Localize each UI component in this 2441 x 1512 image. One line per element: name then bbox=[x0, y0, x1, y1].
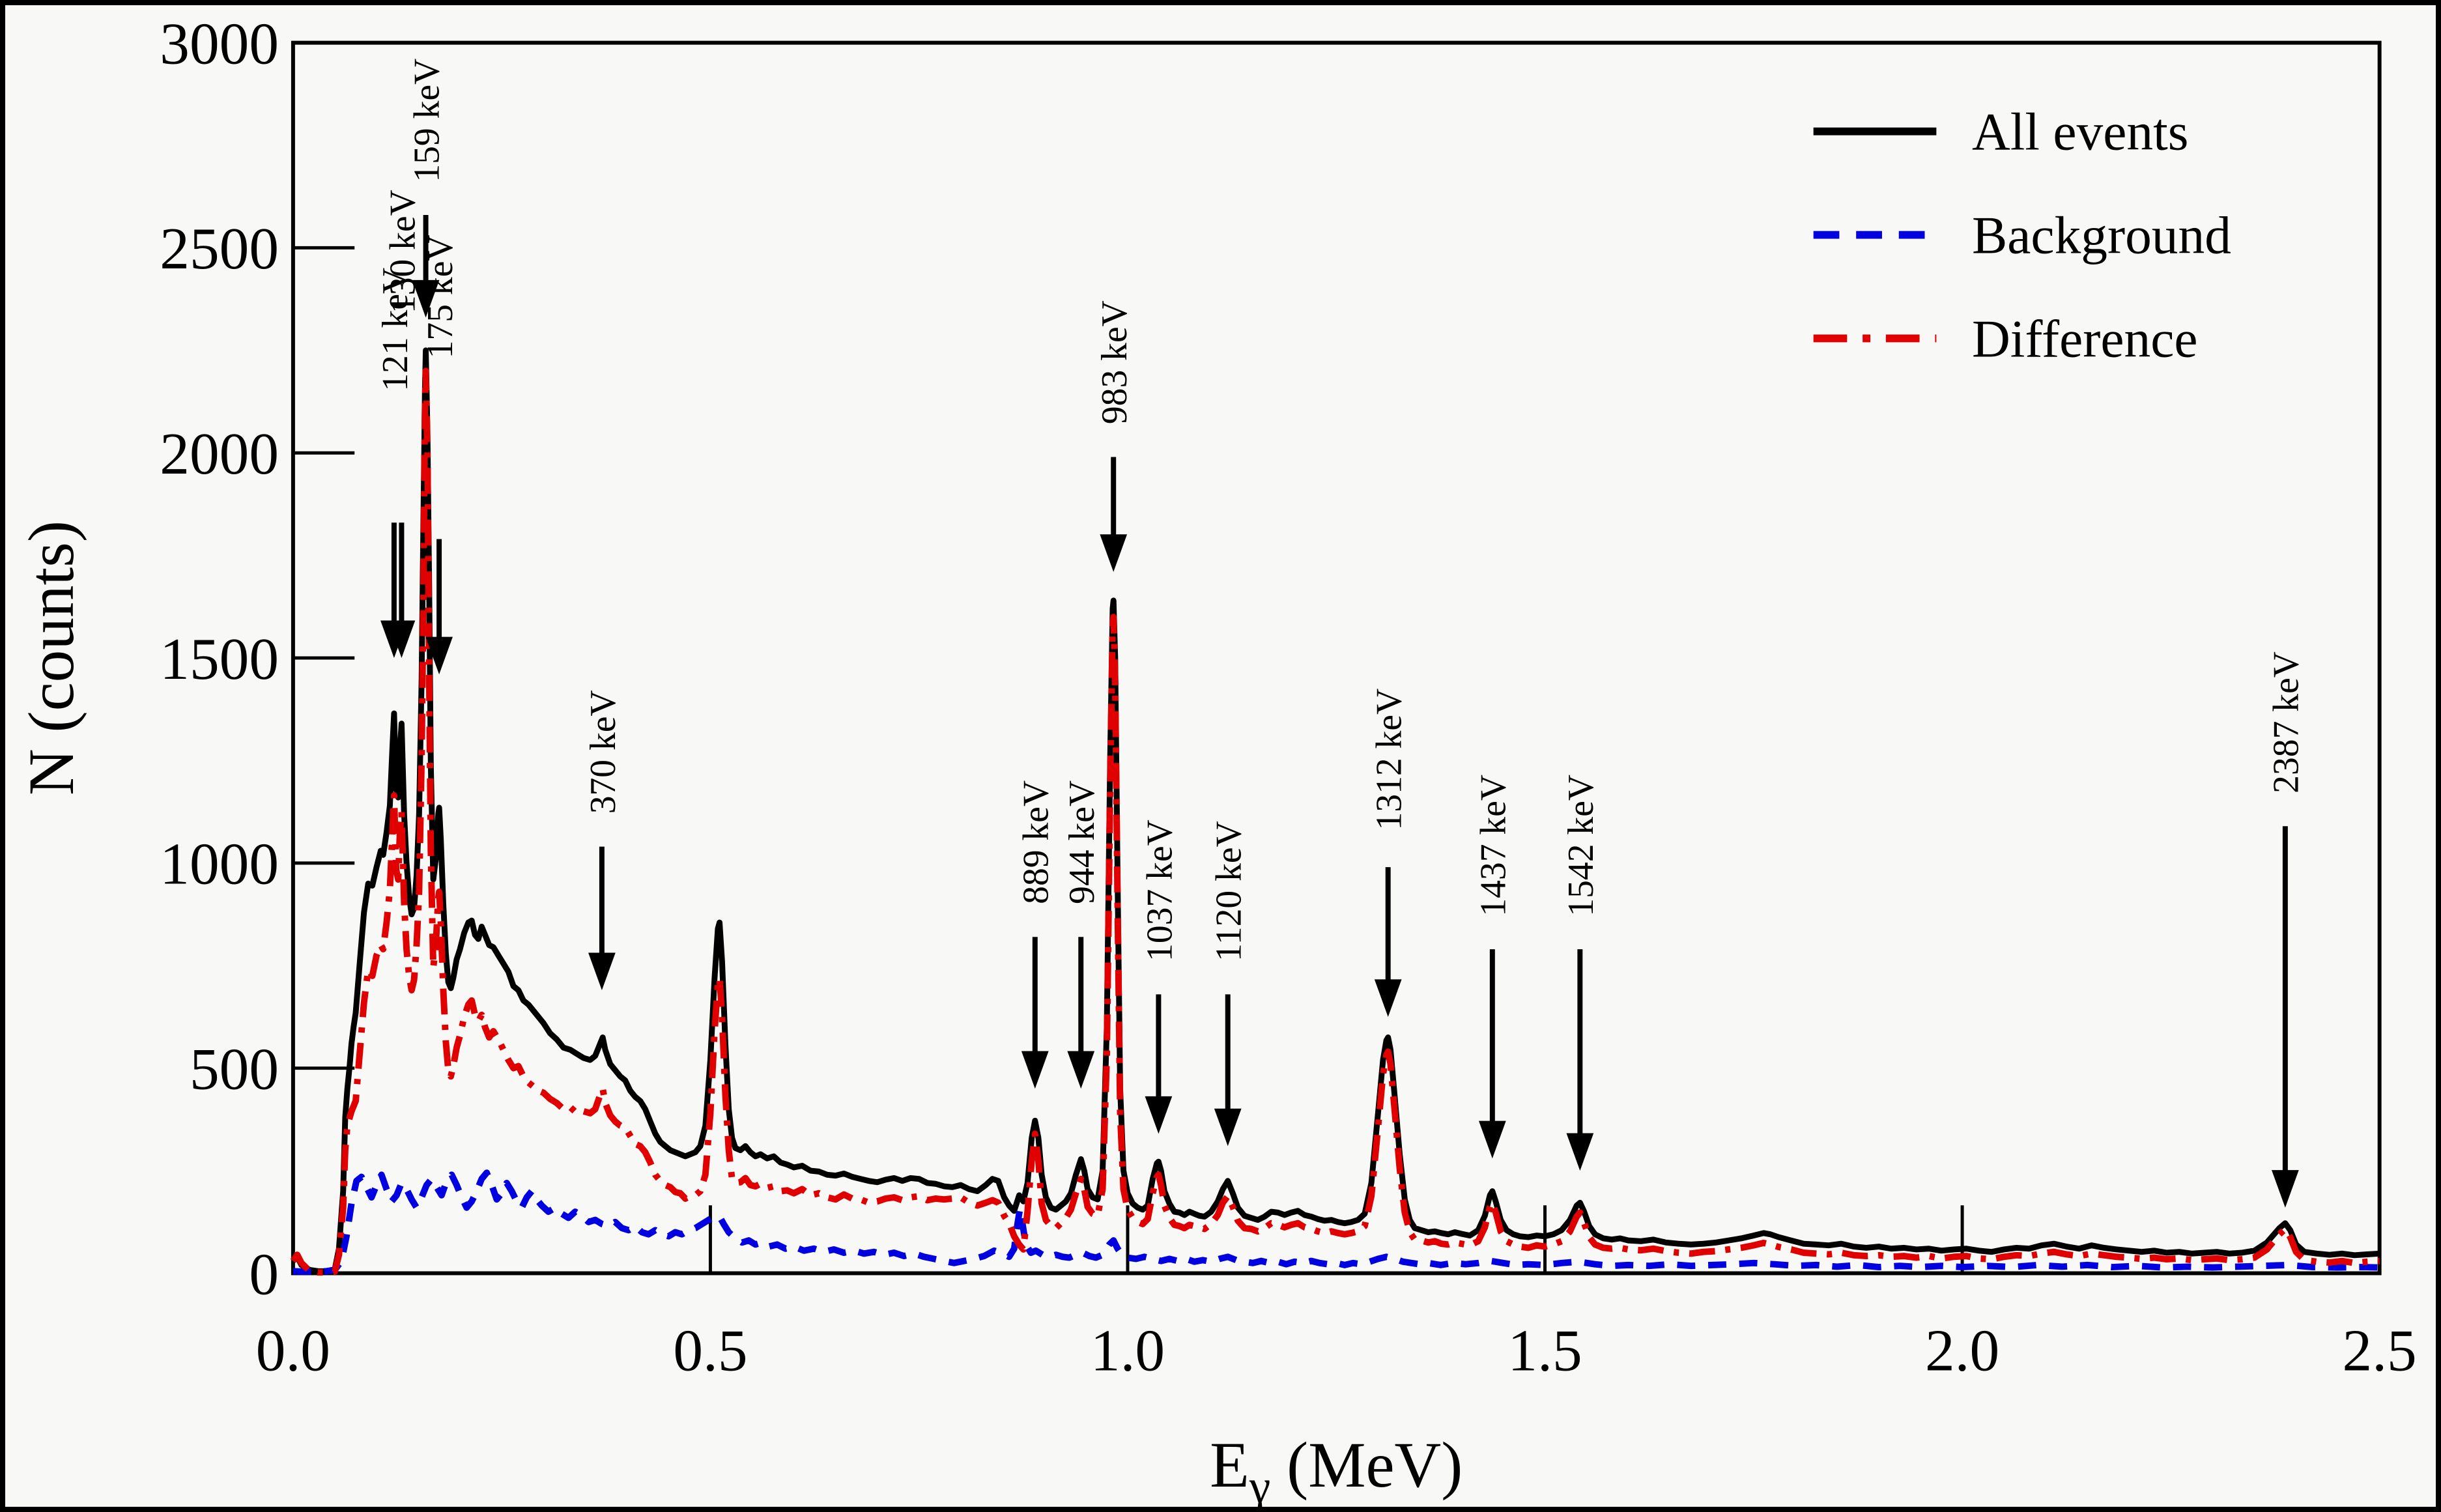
peak-arrow-head bbox=[2272, 1170, 2299, 1208]
peak-label: 159 keV bbox=[407, 59, 447, 182]
legend-label: Difference bbox=[1972, 309, 2198, 368]
y-tick-label: 1000 bbox=[160, 831, 279, 897]
legend-label: Background bbox=[1972, 205, 2231, 264]
x-tick-label: 1.5 bbox=[1507, 1317, 1582, 1383]
peak-label: 1312 keV bbox=[1369, 689, 1410, 831]
y-tick-label: 0 bbox=[249, 1241, 279, 1307]
peak-arrow-head bbox=[388, 620, 416, 659]
peak-label: 175 keV bbox=[420, 235, 461, 358]
peak-label: 944 keV bbox=[1062, 780, 1102, 904]
peak-arrow-head bbox=[425, 636, 453, 675]
peak-label: 1120 keV bbox=[1209, 821, 1249, 962]
y-tick-label: 2000 bbox=[160, 421, 279, 487]
series-difference-line bbox=[290, 367, 2380, 1276]
peak-arrow-head bbox=[1145, 1096, 1173, 1134]
y-tick-label: 3000 bbox=[160, 10, 279, 76]
peak-label: 130 keV bbox=[382, 190, 423, 313]
y-tick-label: 1500 bbox=[160, 626, 279, 692]
peak-label: 983 keV bbox=[1094, 300, 1135, 424]
peak-arrow-head bbox=[1021, 1051, 1049, 1089]
peak-arrow-head bbox=[1100, 534, 1128, 572]
legend-label: All events bbox=[1972, 102, 2188, 161]
y-tick-label: 2500 bbox=[160, 216, 279, 281]
peak-arrow-head bbox=[412, 279, 440, 318]
peak-label: 2387 keV bbox=[2266, 651, 2307, 793]
x-tick-label: 0.5 bbox=[673, 1317, 747, 1383]
peak-label: 1437 keV bbox=[1474, 775, 1514, 917]
peak-label: 1037 keV bbox=[1139, 820, 1180, 962]
x-axis-title: Eγ (MeV) bbox=[1210, 1430, 1463, 1507]
y-tick-label: 500 bbox=[190, 1036, 279, 1102]
peak-arrow-head bbox=[1478, 1120, 1506, 1159]
peak-arrow-head bbox=[1566, 1133, 1594, 1171]
spectrum-chart: 0 500 1000 1500 2000 2500 3000 0.0 0.5 1.0 1.5 2.0 2… bbox=[16, 10, 2417, 1507]
peak-label: 370 keV bbox=[583, 690, 623, 814]
x-tick-label: 2.0 bbox=[1925, 1317, 1999, 1383]
x-tick-label: 1.0 bbox=[1091, 1317, 1165, 1383]
peak-label: 1542 keV bbox=[1561, 775, 1601, 917]
peak-arrow-head bbox=[1374, 979, 1402, 1017]
peak-arrow-head bbox=[588, 952, 616, 991]
peak-arrow-head bbox=[1067, 1051, 1095, 1089]
y-axis-title: N (counts) bbox=[16, 521, 87, 795]
x-tick-label: 2.5 bbox=[2343, 1317, 2417, 1383]
peak-label: 121 keV bbox=[375, 268, 416, 392]
x-tick-label: 0.0 bbox=[256, 1317, 330, 1383]
series-all-events-line bbox=[291, 347, 2380, 1274]
peak-arrow-head bbox=[1214, 1108, 1242, 1147]
peak-label: 889 keV bbox=[1016, 780, 1057, 904]
series-background-line bbox=[293, 1169, 2380, 1275]
